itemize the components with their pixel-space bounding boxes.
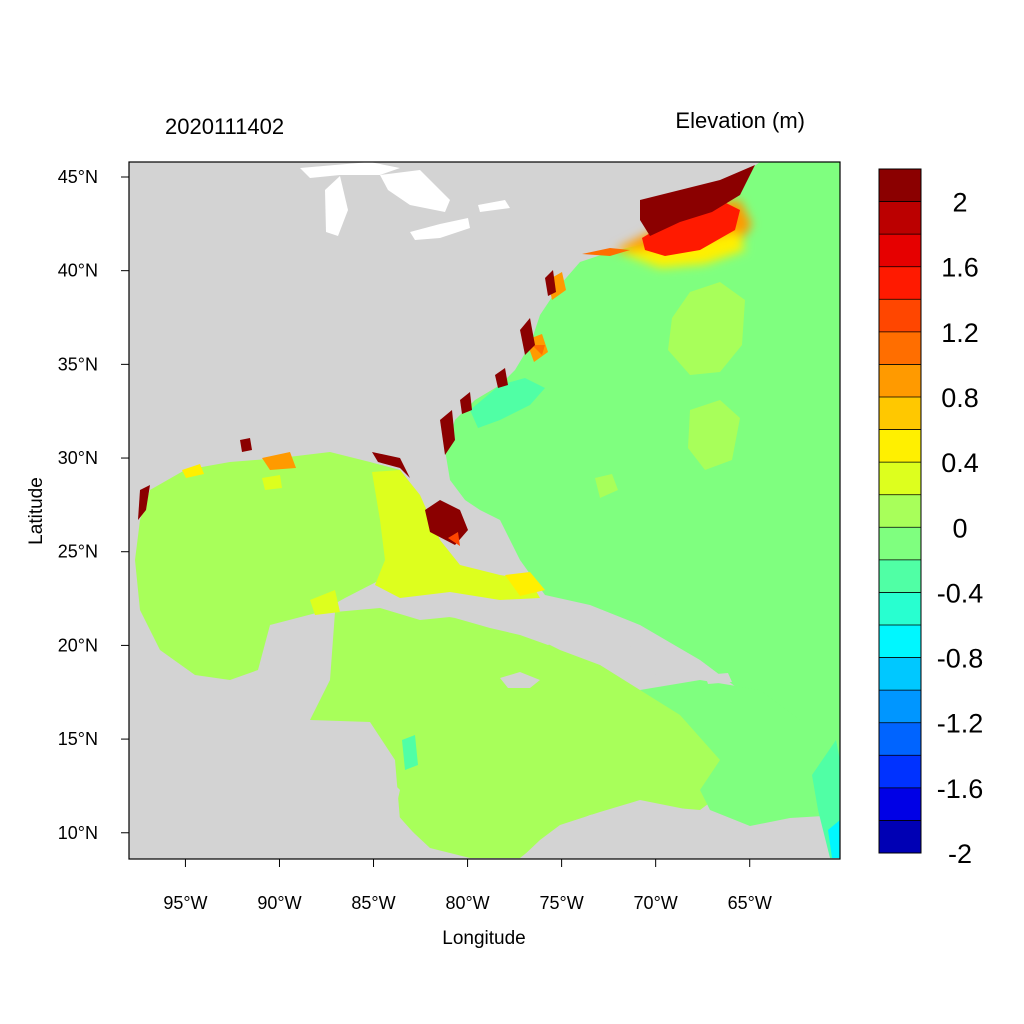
colorbar-frame — [878, 168, 922, 854]
y-tick-label: 40°N — [58, 261, 98, 281]
x-tick-label: 95°W — [163, 893, 207, 913]
x-axis-title: Longitude — [442, 928, 525, 949]
colorbar-label: -2 — [948, 839, 972, 869]
x-tick-label: 85°W — [351, 893, 395, 913]
colorbar-swatch — [879, 755, 921, 789]
y-tick-label: 20°N — [58, 635, 98, 655]
colorbar-swatch — [879, 657, 921, 691]
colorbar-label: 0.8 — [941, 383, 979, 413]
y-tick-label: 10°N — [58, 823, 98, 843]
y-tick-label: 35°N — [58, 354, 98, 374]
x-axis: 95°W 90°W 85°W 80°W 75°W 70°W 65°W — [163, 859, 772, 913]
colorbar-swatch — [879, 397, 921, 430]
y-tick-label: 15°N — [58, 729, 98, 749]
colorbar-swatch — [879, 462, 921, 496]
colorbar-swatch — [879, 722, 921, 756]
colorbar-label: 0 — [952, 513, 967, 543]
central-america-land — [129, 712, 440, 859]
y-tick-label: 45°N — [58, 167, 98, 187]
colorbar-swatch — [879, 592, 921, 626]
x-tick-label: 65°W — [728, 893, 772, 913]
y-axis-title: Latitude — [26, 477, 47, 545]
colorbar-swatch — [879, 234, 921, 268]
y-tick-label: 30°N — [58, 448, 98, 468]
map-frame — [128, 161, 841, 860]
colorbar-label: 0.4 — [941, 448, 979, 478]
colorbar-swatch — [879, 527, 921, 561]
puerto-rico-land — [705, 673, 732, 684]
variable-label: Elevation (m) — [675, 108, 805, 133]
hispaniola-land — [595, 645, 665, 676]
colorbar-swatch — [879, 429, 921, 463]
colorbar-swatch — [879, 820, 921, 854]
colorbar-label: -0.8 — [937, 644, 984, 674]
colorbar-swatch — [879, 690, 921, 724]
colorbar-swatch — [879, 169, 921, 202]
colorbar-swatch — [879, 494, 921, 528]
y-tick-label: 25°N — [58, 542, 98, 562]
cuba-land — [383, 590, 565, 645]
x-tick-label: 70°W — [634, 893, 678, 913]
x-tick-label: 80°W — [445, 893, 489, 913]
eastern-caribbean — [640, 680, 830, 830]
colorbar-swatch — [879, 266, 921, 300]
colorbar-swatch — [879, 559, 921, 593]
colorbar-swatch — [879, 299, 921, 333]
colorbar-swatch — [879, 331, 921, 365]
y-axis: 45°N 40°N 35°N 30°N 25°N 20°N 15°N 10°N — [58, 167, 129, 843]
colorbar-label: 2 — [952, 188, 967, 218]
timestamp-label: 2020111402 — [165, 114, 284, 139]
colorbar-label: -1.6 — [937, 774, 984, 804]
colorbar: 2 1.6 1.2 0.8 0.4 0 -0.4 -0.8 -1.2 -1.6 -2 — [878, 168, 984, 869]
colorbar-swatch — [879, 625, 921, 658]
map-panel — [129, 162, 840, 859]
x-tick-label: 90°W — [257, 893, 301, 913]
x-tick-label: 75°W — [540, 893, 584, 913]
colorbar-label: 1.2 — [941, 318, 979, 348]
caribbean-sea — [310, 608, 740, 858]
colorbar-swatch — [879, 787, 921, 821]
south-america-land — [520, 800, 840, 859]
colorbar-swatch — [879, 201, 921, 235]
jamaica-land — [500, 672, 540, 688]
colorbar-label: 1.6 — [941, 253, 979, 283]
colorbar-swatch — [879, 364, 921, 398]
colorbar-label: -0.4 — [937, 578, 984, 608]
colorbar-label: -1.2 — [937, 709, 984, 739]
great-lakes — [300, 162, 510, 240]
surge-patches — [138, 165, 840, 858]
gulf-of-mexico — [135, 452, 440, 680]
